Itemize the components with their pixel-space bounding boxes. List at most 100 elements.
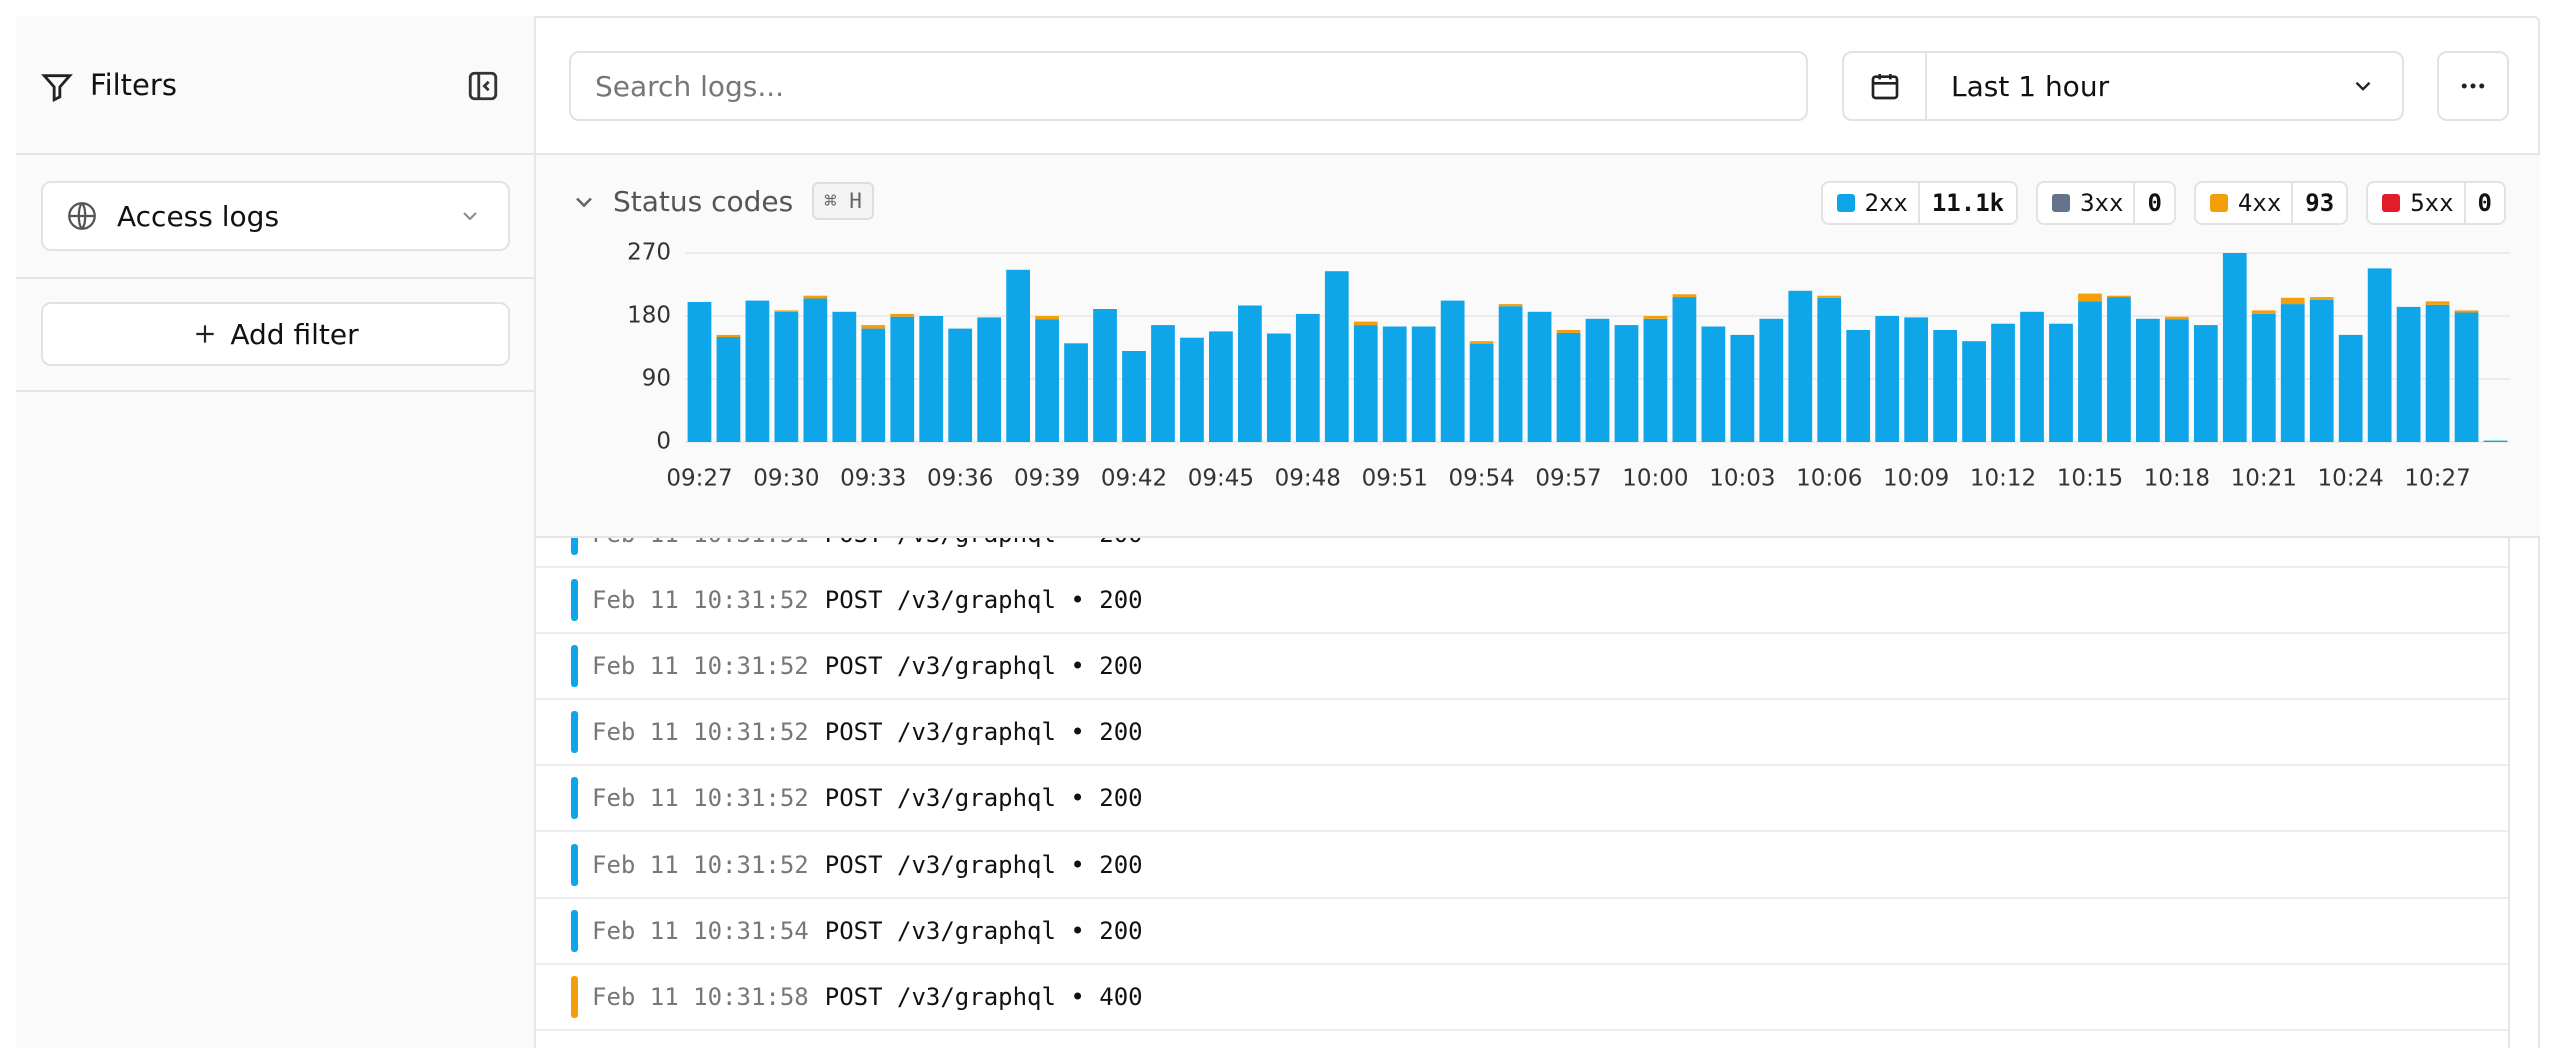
bar [1295, 313, 1320, 442]
chart-title: Status codes [613, 185, 794, 218]
bar [2107, 297, 2131, 442]
bar [1469, 341, 1494, 344]
x-tick-label: 10:15 [2057, 466, 2123, 492]
log-border [2508, 538, 2510, 1048]
log-time: Feb 11 10:31:52 [592, 718, 809, 747]
bar [1991, 323, 2015, 442]
time-range-select[interactable]: Last 1 hour [1842, 51, 2404, 121]
log-row[interactable]: Feb 11 10:31:58 POST /v3/graphql • 400 [536, 965, 2510, 1031]
bar [1498, 306, 1523, 442]
bar [2425, 304, 2450, 442]
x-tick-label: 09:27 [666, 466, 732, 492]
legend-name: 2xx [1864, 189, 1908, 217]
collapse-button[interactable] [466, 69, 500, 103]
bar [1556, 330, 1581, 333]
level-indicator [571, 711, 578, 754]
legend-item[interactable]: 3xx 0 [2036, 181, 2176, 225]
legend-swatch [1836, 194, 1855, 212]
calendar-button[interactable] [1844, 53, 1927, 119]
bar [774, 311, 799, 442]
more-icon [2461, 83, 2485, 89]
legend-swatch [2052, 194, 2071, 212]
x-tick-label: 09:30 [753, 466, 819, 492]
bar [1875, 316, 1900, 442]
bar [2309, 299, 2334, 442]
bar [2454, 312, 2479, 442]
bar [2251, 310, 2276, 314]
x-tick-label: 09:57 [1535, 466, 1601, 492]
log-row[interactable]: Feb 11 10:31:54 POST /v3/graphql • 200 [536, 899, 2510, 965]
level-indicator [571, 645, 578, 688]
legend-item[interactable]: 5xx 0 [2366, 181, 2506, 225]
log-row[interactable]: Feb 11 10:31:52 POST /v3/graphql • 200 [536, 568, 2510, 635]
log-row[interactable]: Feb 11 10:31:52 POST /v3/graphql • 200 [536, 833, 2510, 899]
log-time: Feb 11 10:31:54 [592, 916, 809, 945]
bar [1672, 297, 1697, 442]
x-tick-label: 09:48 [1275, 466, 1341, 492]
bar [861, 328, 886, 442]
time-range-label: Last 1 hour [1951, 69, 2110, 103]
x-tick-label: 09:33 [840, 466, 906, 492]
bar [1817, 295, 1842, 298]
legend-total: 93 [2291, 183, 2346, 223]
bar [1730, 334, 1755, 442]
bar [1006, 269, 1031, 442]
legend-total: 0 [2463, 183, 2504, 223]
legend-item[interactable]: 4xx 93 [2193, 181, 2349, 225]
chevron-icon [463, 212, 477, 221]
y-tick-label: 270 [627, 240, 671, 266]
bar [803, 298, 828, 442]
y-tick-label: 180 [627, 303, 671, 329]
y-tick-label: 90 [642, 366, 671, 392]
bar [1962, 341, 1986, 442]
bar [1759, 318, 1784, 442]
bar [1556, 332, 1581, 442]
x-tick-label: 09:45 [1188, 466, 1254, 492]
legend-item[interactable]: 2xx 11.1k [1820, 181, 2019, 225]
y-tick-label: 0 [656, 429, 671, 455]
calendar-icon [1871, 74, 1898, 100]
bar [2193, 325, 2218, 442]
bar [745, 300, 770, 442]
bar [2078, 301, 2102, 442]
bar [716, 337, 741, 442]
x-tick-label: 09:36 [927, 466, 993, 492]
bar [687, 302, 712, 442]
bar [1440, 300, 1465, 442]
bar [2425, 301, 2450, 305]
sidebar-divider [16, 390, 536, 392]
collapse-chart-button[interactable] [570, 188, 598, 216]
log-row[interactable]: Feb 11 10:31:52 POST /v3/graphql • 200 [536, 634, 2510, 701]
bar [1064, 343, 1088, 442]
bar [890, 313, 915, 317]
search-input[interactable]: Search logs... [569, 51, 1808, 121]
bar [774, 310, 799, 312]
header-divider [16, 153, 2540, 155]
log-row[interactable]: Feb 11 10:31:52 POST /v3/graphql • 200 [536, 766, 2510, 833]
bar [1643, 318, 1668, 442]
log-row[interactable]: Feb 11 10:31:52 POST /v3/graphql • 200 [536, 700, 2510, 767]
filter-icon [41, 74, 73, 103]
bar [2280, 304, 2305, 442]
log-message: POST /v3/graphql • 400 [824, 982, 1143, 1011]
log-message: POST /v3/graphql • 200 [824, 850, 1143, 879]
level-indicator [571, 975, 578, 1018]
x-tick-label: 10:00 [1622, 466, 1688, 492]
bar [2396, 306, 2421, 442]
bar [2280, 297, 2305, 305]
x-tick-label: 09:39 [1014, 466, 1080, 492]
bar [2454, 310, 2479, 313]
x-tick-label: 10:24 [2318, 466, 2384, 492]
bar [1180, 337, 1204, 442]
bar [2020, 311, 2044, 442]
x-tick-label: 09:42 [1101, 466, 1167, 492]
bar [1904, 317, 1929, 442]
bar [890, 316, 915, 442]
bar [1266, 333, 1291, 442]
legend: 2xx 11.1k 3xx 0 4xx 93 5xx 0 [1803, 181, 2506, 225]
more-button[interactable] [2437, 51, 2509, 121]
legend-total: 0 [2133, 183, 2173, 223]
bar [2136, 318, 2160, 442]
add-filter-button[interactable]: Add filter [41, 302, 510, 366]
source-select[interactable]: Access logs [41, 181, 510, 251]
